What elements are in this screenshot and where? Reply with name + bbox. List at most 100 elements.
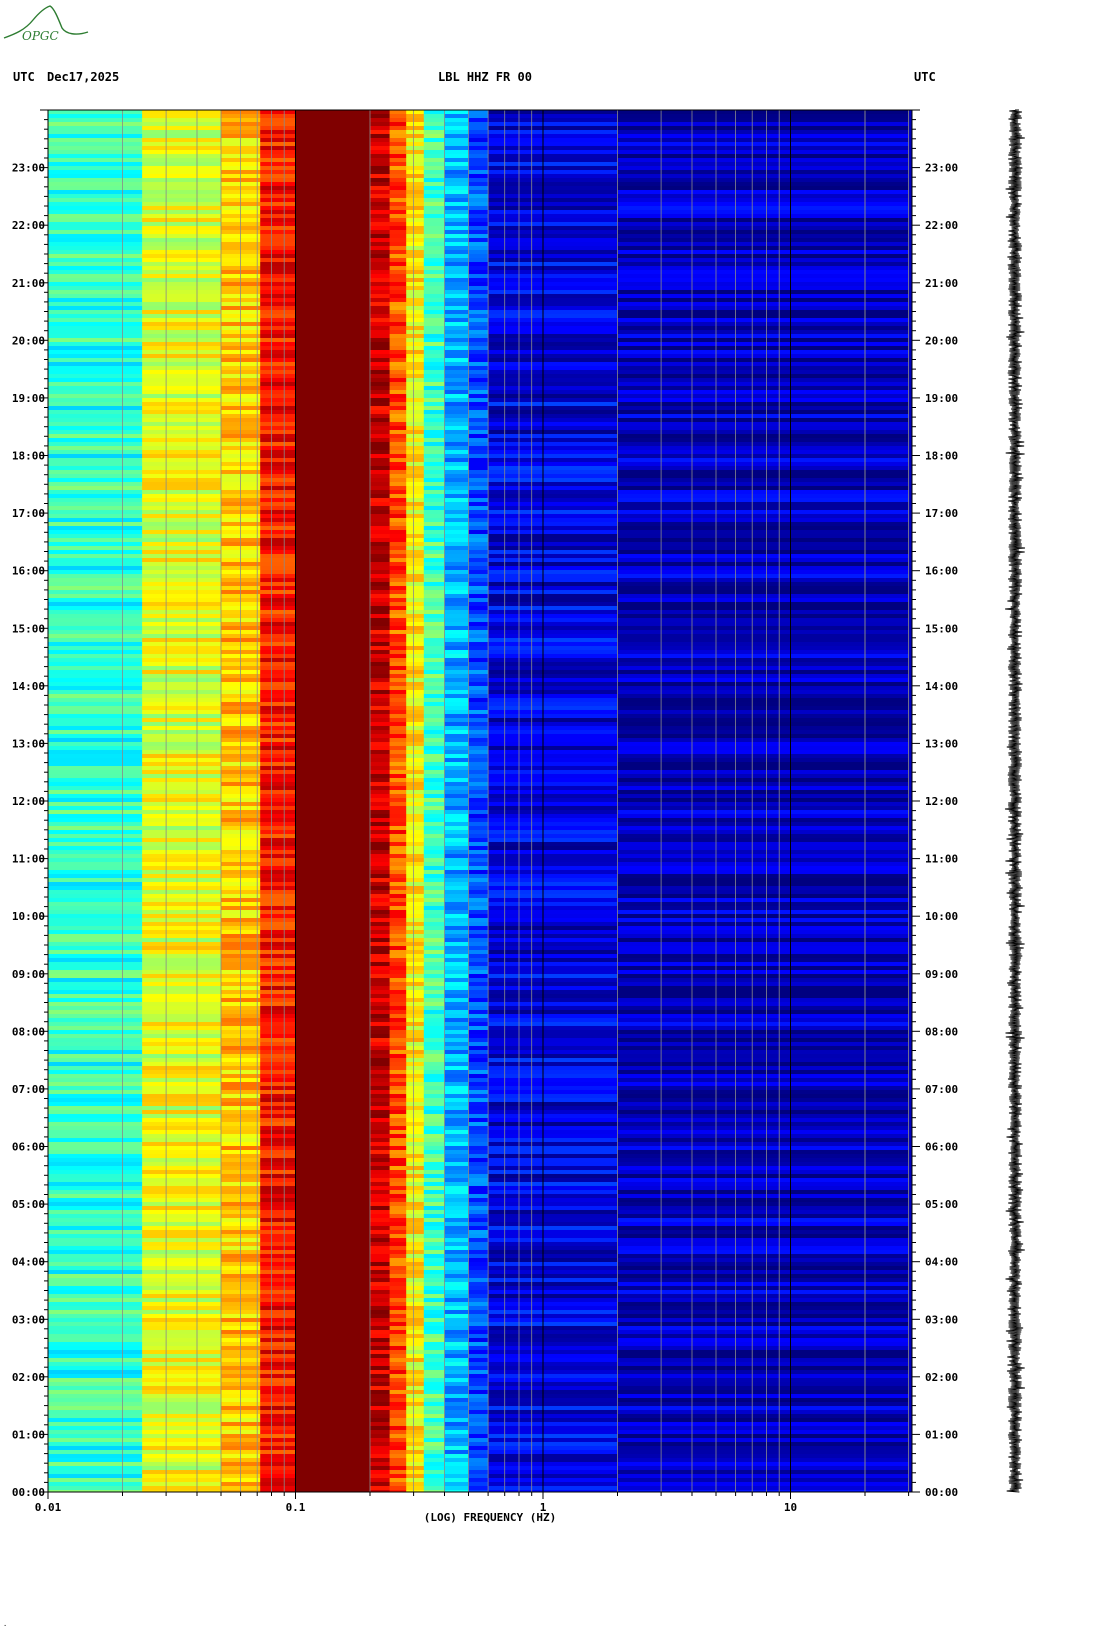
heatmap-cell <box>617 114 910 118</box>
heatmap-cell <box>406 1294 425 1298</box>
heatmap-cell <box>389 1454 407 1458</box>
heatmap-cell <box>370 750 391 754</box>
heatmap-cell <box>260 474 296 478</box>
heatmap-cell <box>48 1106 143 1110</box>
heatmap-cell <box>295 1046 371 1050</box>
heatmap-cell <box>260 554 296 558</box>
heatmap-cell <box>260 730 296 734</box>
heatmap-cell <box>468 566 489 570</box>
heatmap-cell <box>142 514 222 518</box>
y-tick-label-left: 10:00 <box>12 910 45 923</box>
heatmap-cell <box>48 926 143 930</box>
heatmap-cell <box>444 130 469 134</box>
heatmap-cell <box>488 1442 618 1446</box>
heatmap-cell <box>48 902 143 906</box>
heatmap-cell <box>142 346 222 350</box>
heatmap-cell <box>389 642 407 646</box>
heatmap-cell <box>295 286 371 290</box>
heatmap-cell <box>488 1298 618 1302</box>
heatmap-cell <box>370 1146 391 1150</box>
heatmap-cell <box>444 830 469 834</box>
heatmap-cell <box>142 662 222 666</box>
heatmap-cell <box>444 454 469 458</box>
heatmap-cell <box>48 774 143 778</box>
heatmap-cell <box>260 1102 296 1106</box>
heatmap-cell <box>142 738 222 742</box>
heatmap-cell <box>444 1202 469 1206</box>
heatmap-cell <box>142 1262 222 1266</box>
heatmap-cell <box>423 226 445 230</box>
heatmap-cell <box>488 1062 618 1066</box>
heatmap-cell <box>48 1078 143 1082</box>
y-tick-label-left: 04:00 <box>12 1256 45 1269</box>
heatmap-cell <box>260 498 296 502</box>
heatmap-cell <box>260 302 296 306</box>
heatmap-cell <box>295 910 371 914</box>
heatmap-cell <box>389 302 407 306</box>
heatmap-cell <box>48 930 143 934</box>
heatmap-cell <box>48 322 143 326</box>
heatmap-cell <box>468 1198 489 1202</box>
heatmap-cell <box>260 970 296 974</box>
heatmap-cell <box>444 498 469 502</box>
heatmap-cell <box>423 674 445 678</box>
heatmap-cell <box>468 1374 489 1378</box>
heatmap-cell <box>389 126 407 130</box>
heatmap-cell <box>488 1170 618 1174</box>
heatmap-cell <box>423 650 445 654</box>
heatmap-cell <box>468 378 489 382</box>
heatmap-cell <box>406 1066 425 1070</box>
heatmap-cell <box>423 1134 445 1138</box>
heatmap-cell <box>444 1002 469 1006</box>
heatmap-cell <box>406 406 425 410</box>
heatmap-cell <box>488 638 618 642</box>
heatmap-cell <box>142 166 222 170</box>
heatmap-cell <box>617 1102 910 1106</box>
heatmap-cell <box>468 686 489 690</box>
heatmap-cell <box>444 366 469 370</box>
heatmap-cell <box>389 1006 407 1010</box>
heatmap-cell <box>488 1138 618 1142</box>
heatmap-cell <box>406 774 425 778</box>
heatmap-cell <box>406 894 425 898</box>
heatmap-cell <box>468 922 489 926</box>
heatmap-cell <box>389 1310 407 1314</box>
heatmap-cell <box>468 1446 489 1450</box>
heatmap-cell <box>488 334 618 338</box>
heatmap-cell <box>406 1022 425 1026</box>
heatmap-cell <box>468 1358 489 1362</box>
heatmap-cell <box>48 1186 143 1190</box>
heatmap-cell <box>406 698 425 702</box>
heatmap-cell <box>295 438 371 442</box>
heatmap-cell <box>406 190 425 194</box>
heatmap-cell <box>142 866 222 870</box>
heatmap-cell <box>295 262 371 266</box>
heatmap-cell <box>617 834 910 838</box>
heatmap-cell <box>488 1206 618 1210</box>
heatmap-cell <box>488 1486 618 1490</box>
heatmap-cell <box>260 930 296 934</box>
heatmap-cell <box>142 334 222 338</box>
heatmap-cell <box>423 870 445 874</box>
heatmap-cell <box>617 1194 910 1198</box>
heatmap-cell <box>295 1122 371 1126</box>
heatmap-cell <box>406 582 425 586</box>
heatmap-cell <box>142 158 222 162</box>
heatmap-cell <box>370 270 391 274</box>
heatmap-cell <box>389 110 407 114</box>
heatmap-cell <box>406 1134 425 1138</box>
heatmap-cell <box>617 1230 910 1234</box>
heatmap-cell <box>423 514 445 518</box>
heatmap-cell <box>444 746 469 750</box>
heatmap-cell <box>406 1278 425 1282</box>
heatmap-cell <box>444 1346 469 1350</box>
heatmap-cell <box>260 286 296 290</box>
heatmap-cell <box>617 1070 910 1074</box>
heatmap-cell <box>468 350 489 354</box>
heatmap-cell <box>444 1434 469 1438</box>
heatmap-cell <box>617 946 910 950</box>
heatmap-cell <box>48 674 143 678</box>
heatmap-cell <box>488 466 618 470</box>
heatmap-cell <box>406 1414 425 1418</box>
heatmap-cell <box>444 754 469 758</box>
